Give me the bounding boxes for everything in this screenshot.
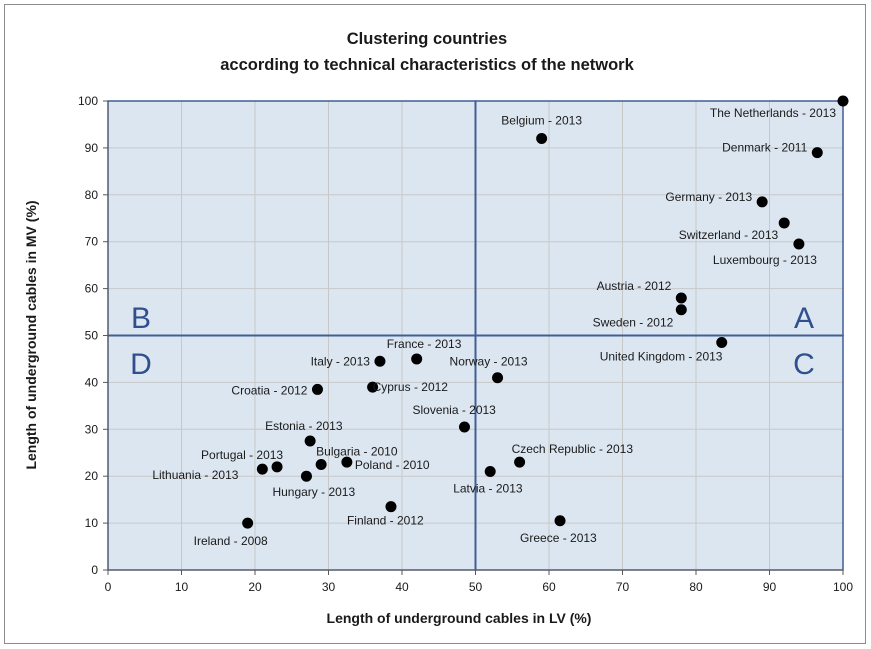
data-point: [242, 517, 254, 529]
x-tick-label: 30: [322, 580, 336, 594]
data-point: [484, 466, 496, 478]
data-point-label: Denmark - 2011: [722, 141, 807, 155]
data-point: [300, 470, 312, 482]
x-tick-label: 0: [105, 580, 112, 594]
data-point-label: Switzerland - 2013: [679, 228, 779, 242]
data-point: [778, 217, 790, 229]
data-point: [793, 238, 805, 250]
quadrant-label-d: D: [130, 348, 152, 381]
y-tick-label: 80: [85, 188, 99, 202]
y-tick-label: 100: [78, 94, 98, 108]
chart-title-line-2: according to technical characteristics o…: [220, 56, 634, 74]
quadrant-label-c: C: [793, 348, 815, 381]
data-point-label: Norway - 2013: [450, 355, 528, 369]
data-point: [554, 515, 566, 527]
x-tick-label: 20: [248, 580, 262, 594]
data-point-label: Lithuania - 2013: [152, 468, 238, 482]
data-point-label: Italy - 2013: [311, 354, 371, 368]
data-point: [411, 353, 423, 365]
data-point-label: Poland - 2010: [355, 458, 430, 472]
x-tick-label: 70: [616, 580, 630, 594]
data-point-label: Hungary - 2013: [272, 485, 355, 499]
quadrant-layer: [108, 101, 843, 570]
data-point-label: Cyprus - 2012: [373, 380, 449, 394]
x-tick-label: 10: [175, 580, 189, 594]
data-point-label: Greece - 2013: [520, 531, 597, 545]
data-point: [271, 461, 283, 473]
data-point: [311, 383, 323, 395]
data-point-label: Czech Republic - 2013: [512, 442, 634, 456]
data-point: [367, 381, 379, 393]
data-point: [675, 304, 687, 316]
data-point-label: France - 2013: [387, 337, 462, 351]
x-tick-label: 90: [763, 580, 777, 594]
quadrant-label-a: A: [794, 302, 814, 335]
y-tick-label: 30: [85, 422, 99, 436]
quadrant-panel-b: [108, 101, 476, 336]
data-point: [536, 133, 548, 145]
quadrant-label-b: B: [131, 302, 151, 335]
point-label-layer: The Netherlands - 2013 Belgium - 2013 Denm…: [152, 106, 836, 548]
y-axis-title: Length of underground cables in MV (%): [23, 200, 39, 469]
y-tick-label: 60: [85, 282, 99, 296]
data-point: [315, 458, 327, 470]
data-point-label: Sweden - 2012: [593, 316, 674, 330]
x-axis-title: Length of underground cables in LV (%): [327, 610, 592, 626]
data-point-label: Croatia - 2012: [231, 383, 307, 397]
data-point-label: Bulgaria - 2010: [316, 444, 398, 458]
x-tick-label: 50: [469, 580, 483, 594]
data-point: [304, 435, 316, 447]
x-tick-label: 40: [395, 580, 409, 594]
data-point: [374, 355, 386, 367]
data-point: [756, 196, 768, 208]
x-tick-label: 60: [542, 580, 556, 594]
data-point: [837, 95, 849, 107]
x-tick-label: 80: [689, 580, 703, 594]
y-tick-label: 70: [85, 235, 99, 249]
data-point: [256, 463, 268, 475]
data-point-label: Latvia - 2013: [453, 482, 523, 496]
data-point-label: Germany - 2013: [665, 190, 752, 204]
data-point-label: Ireland - 2008: [194, 534, 268, 548]
data-point: [458, 421, 470, 433]
data-point-label: Finland - 2012: [347, 514, 424, 528]
y-tick-label: 20: [85, 469, 99, 483]
y-tick-label: 50: [85, 329, 99, 343]
data-point: [716, 337, 728, 349]
quadrant-panel-d: [108, 335, 476, 570]
data-point: [811, 147, 823, 159]
data-point: [514, 456, 526, 468]
data-point-label: Portugal - 2013: [201, 448, 283, 462]
tick-layer: 0 10 20 30 40 50 60 70 80 90 100 0 10 20 30 40 50 60 70 80 9…: [78, 94, 853, 594]
data-point-label: Belgium - 2013: [501, 114, 582, 128]
quadrant-panel-c: [475, 335, 843, 570]
point-layer: [242, 95, 849, 529]
data-point: [385, 501, 397, 513]
quadrant-panel-a: [475, 101, 843, 336]
data-point-label: Luxembourg - 2013: [713, 253, 817, 267]
chart-title-line-1: Clustering countries: [347, 30, 507, 48]
data-point: [675, 292, 687, 304]
quadrant-label-layer: A B C D: [130, 302, 815, 381]
x-tick-label: 100: [833, 580, 853, 594]
y-tick-label: 40: [85, 375, 99, 389]
data-point-label: The Netherlands - 2013: [710, 106, 836, 120]
y-tick-label: 10: [85, 516, 99, 530]
y-tick-label: 90: [85, 141, 99, 155]
data-point-label: Slovenia - 2013: [412, 403, 496, 417]
data-point-label: Austria - 2012: [597, 279, 672, 293]
data-point-label: United Kingdom - 2013: [600, 350, 723, 364]
y-tick-label: 0: [91, 563, 98, 577]
data-point: [341, 456, 353, 468]
data-point-label: Estonia - 2013: [265, 419, 343, 433]
data-point: [492, 372, 504, 384]
